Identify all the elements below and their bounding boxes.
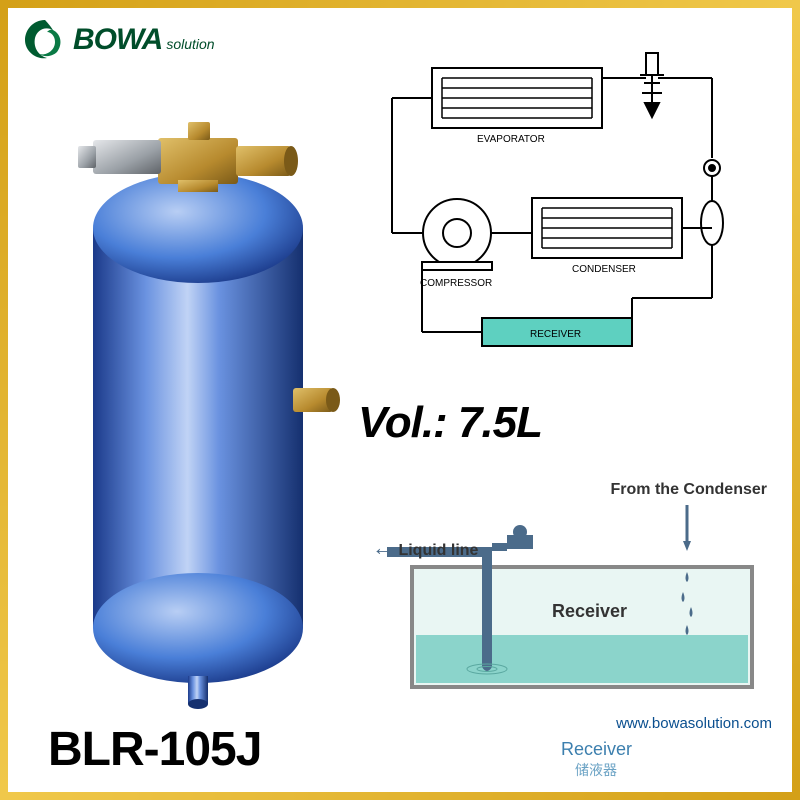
logo: BOWA solution (23, 18, 215, 62)
website-url: www.bowasolution.com (616, 715, 772, 732)
compressor-label: COMPRESSOR (420, 278, 492, 289)
volume-text: Vol.: 7.5L (358, 398, 542, 448)
condenser-label: CONDENSER (572, 264, 636, 275)
from-condenser-label: From the Condenser (611, 481, 767, 499)
product-frame: BOWA solution (0, 0, 800, 800)
arrow-left-icon: ← (372, 535, 394, 560)
refrigeration-schematic: EVAPORATOR COMPRESSOR CONDENSER RECEIVER (362, 38, 772, 368)
product-cylinder (38, 108, 348, 728)
receiver-label-schematic: RECEIVER (530, 329, 581, 340)
model-number: BLR-105J (48, 722, 261, 777)
receiver-footer-cn: 储液器 (575, 760, 617, 780)
receiver-inner-label: Receiver (552, 601, 627, 621)
logo-swirl-icon (23, 18, 67, 62)
receiver-detail-diagram: ← Liquid line From the Condenser (367, 477, 767, 697)
receiver-footer-en: Receiver (561, 739, 632, 760)
evaporator-label: EVAPORATOR (477, 134, 545, 145)
liquid-line-label: Liquid line (398, 542, 478, 559)
logo-sub-text: solution (166, 36, 214, 52)
logo-brand-text: BOWA (73, 23, 162, 57)
